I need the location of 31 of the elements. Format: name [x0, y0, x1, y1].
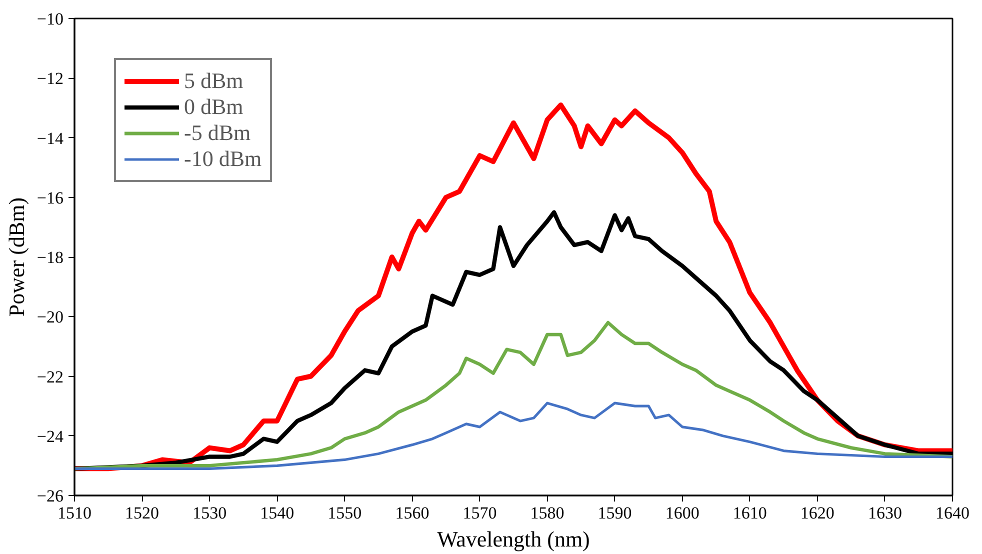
y-tick-label: −26 — [36, 486, 64, 506]
y-tick-label: −12 — [36, 69, 64, 88]
y-tick-label: −24 — [36, 426, 64, 446]
y-tick-label: −22 — [36, 367, 64, 386]
legend-label: -10 dBm — [184, 146, 262, 172]
x-tick-label: 1530 — [192, 504, 227, 522]
x-tick-label: 1520 — [125, 504, 160, 522]
x-tick-label: 1570 — [462, 504, 497, 522]
x-tick-label: 1550 — [328, 504, 362, 522]
y-tick-label: −16 — [36, 188, 64, 208]
x-tick-label: 1600 — [665, 504, 700, 522]
x-tick-label: 1630 — [868, 504, 902, 522]
y-tick-label: −10 — [36, 10, 64, 28]
x-tick-label: 1590 — [598, 504, 632, 522]
y-tick-label: −20 — [36, 308, 64, 327]
line-series — [74, 320, 952, 470]
x-tick-label: 1580 — [530, 504, 564, 522]
legend-label: -5 dBm — [184, 120, 251, 146]
x-tick-label: 1540 — [260, 504, 294, 522]
y-axis-title: Power (dBm) — [4, 197, 29, 317]
x-tick-label: 1610 — [732, 504, 767, 522]
legend-label: 5 dBm — [184, 68, 244, 94]
x-tick-label: 1620 — [800, 504, 834, 522]
line-series — [74, 402, 952, 470]
y-tick-label: −14 — [36, 128, 64, 148]
x-tick-label: 1560 — [395, 504, 430, 522]
y-tick-label: −18 — [36, 248, 64, 267]
x-axis-title: Wavelength (nm) — [437, 526, 590, 552]
legend-label: 0 dBm — [184, 94, 244, 120]
x-tick-label: 1640 — [936, 504, 970, 522]
x-tick-label: 1510 — [58, 504, 92, 522]
